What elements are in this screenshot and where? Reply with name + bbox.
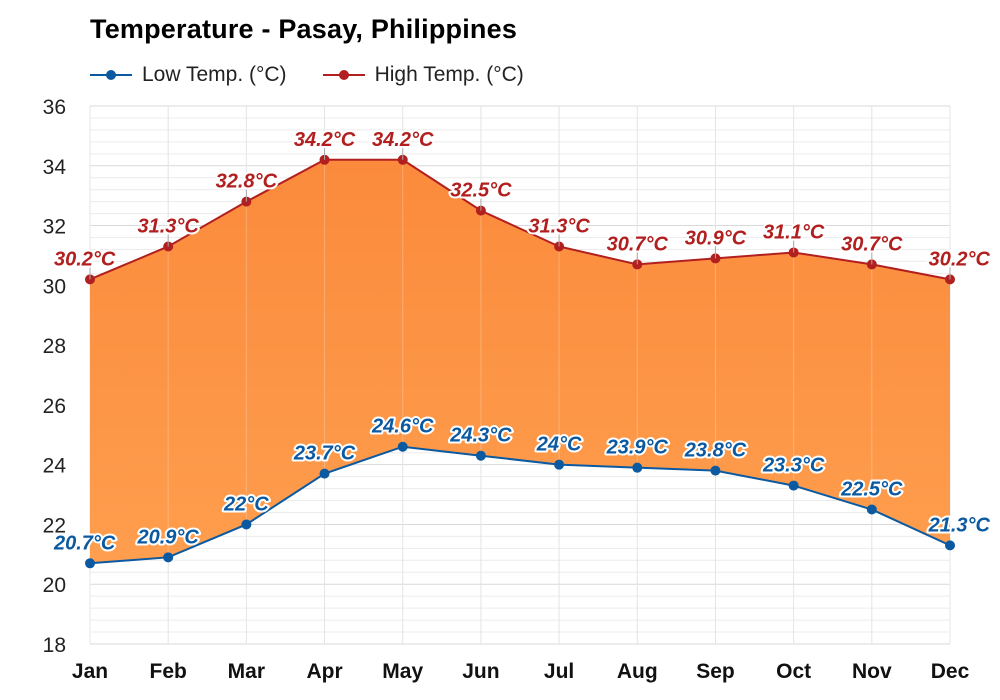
data-points	[85, 154, 955, 569]
y-tick-label: 28	[43, 335, 66, 358]
low-temp-point[interactable]	[85, 558, 95, 569]
high-temp-label: 30.2°C	[54, 248, 116, 270]
low-temp-label: 20.7°C	[53, 532, 116, 554]
y-tick-label: 36	[43, 96, 66, 119]
low-temp-point[interactable]	[945, 540, 955, 551]
x-tick-label: Oct	[776, 660, 811, 683]
chart-title: Temperature - Pasay, Philippines	[90, 14, 518, 44]
high-temp-label: 30.7°C	[841, 233, 903, 255]
low-temp-point[interactable]	[788, 480, 799, 491]
low-temp-label: 24°C	[536, 434, 582, 456]
low-temp-label: 23.7°C	[293, 443, 356, 465]
x-tick-label: Jun	[462, 660, 499, 683]
high-temp-label: 31.3°C	[137, 215, 199, 237]
legend-item-high[interactable]: High Temp. (°C)	[322, 63, 524, 87]
range-band	[90, 159, 950, 564]
x-tick-label: Sep	[696, 660, 735, 683]
low-temp-label: 20.9°C	[136, 526, 199, 548]
y-tick-label: 32	[43, 216, 66, 239]
y-tick-label: 24	[43, 455, 67, 478]
low-temp-point[interactable]	[632, 462, 643, 473]
series-lines	[89, 158, 951, 565]
low-temp-label: 24.3°C	[449, 425, 512, 447]
high-temp-line	[89, 158, 951, 281]
x-tick-label: Feb	[150, 660, 187, 683]
x-tick-label: May	[382, 660, 423, 683]
x-tick-label: Aug	[617, 660, 658, 683]
legend-item-low[interactable]: Low Temp. (°C)	[90, 63, 287, 87]
x-tick-label: Dec	[931, 660, 970, 683]
y-tick-label: 34	[43, 156, 67, 179]
low-temp-label: 22°C	[223, 493, 269, 515]
low-temp-label: 23.8°C	[684, 440, 747, 462]
high-temp-label: 32.5°C	[450, 180, 512, 202]
y-tick-label: 26	[43, 395, 66, 418]
high-temp-label: 31.1°C	[763, 221, 825, 243]
temperature-range-band	[90, 159, 950, 564]
y-tick-label: 18	[43, 634, 66, 657]
y-tick-label: 20	[43, 574, 66, 597]
data-labels: 20.7°C 20.9°C 22°C 23.7°C 24.6°C 24.3°C 24°C 23…	[51, 127, 993, 556]
low-temp-point[interactable]	[163, 552, 174, 563]
low-temp-point[interactable]	[241, 519, 252, 530]
x-tick-label: Jan	[72, 660, 108, 683]
high-temp-label: 31.3°C	[528, 215, 590, 237]
legend-swatch-low	[90, 70, 132, 80]
low-temp-label: 21.3°C	[928, 514, 991, 536]
high-temp-label: 30.9°C	[685, 227, 747, 249]
low-temp-line	[89, 445, 951, 565]
y-tick-label: 22	[43, 514, 66, 537]
low-temp-label: 22.5°C	[840, 479, 903, 501]
legend-swatch-high	[322, 70, 365, 80]
low-temp-label: 23.9°C	[606, 437, 669, 459]
high-temp-point[interactable]	[788, 247, 799, 258]
high-temp-label: 30.7°C	[607, 233, 669, 255]
high-temp-label: 30.2°C	[929, 248, 991, 270]
y-tick-label: 30	[43, 275, 66, 298]
legend-label-low: Low Temp. (°C)	[142, 63, 287, 86]
high-temp-label: 34.2°C	[294, 129, 356, 151]
low-temp-point[interactable]	[319, 468, 330, 479]
axes: 18 20 22 24 26 28 30 32 34 36 Jan Feb Mar Apr May Jun Ju…	[43, 96, 970, 683]
x-tick-label: Mar	[228, 660, 265, 683]
low-temp-point[interactable]	[866, 504, 877, 515]
x-tick-label: Jul	[544, 660, 574, 683]
x-tick-label: Nov	[852, 660, 892, 683]
x-tick-label: Apr	[306, 660, 342, 683]
low-temp-label: 24.6°C	[371, 416, 434, 438]
low-temp-label: 23.3°C	[762, 455, 825, 477]
legend-label-high: High Temp. (°C)	[374, 63, 524, 86]
high-temp-label: 34.2°C	[372, 129, 434, 151]
legend: Low Temp. (°C) High Temp. (°C)	[90, 60, 524, 90]
high-temp-label: 32.8°C	[216, 171, 278, 193]
low-temp-point[interactable]	[397, 441, 408, 452]
low-temp-point[interactable]	[710, 465, 721, 476]
low-temp-point[interactable]	[475, 450, 486, 461]
low-temp-point[interactable]	[554, 459, 565, 470]
